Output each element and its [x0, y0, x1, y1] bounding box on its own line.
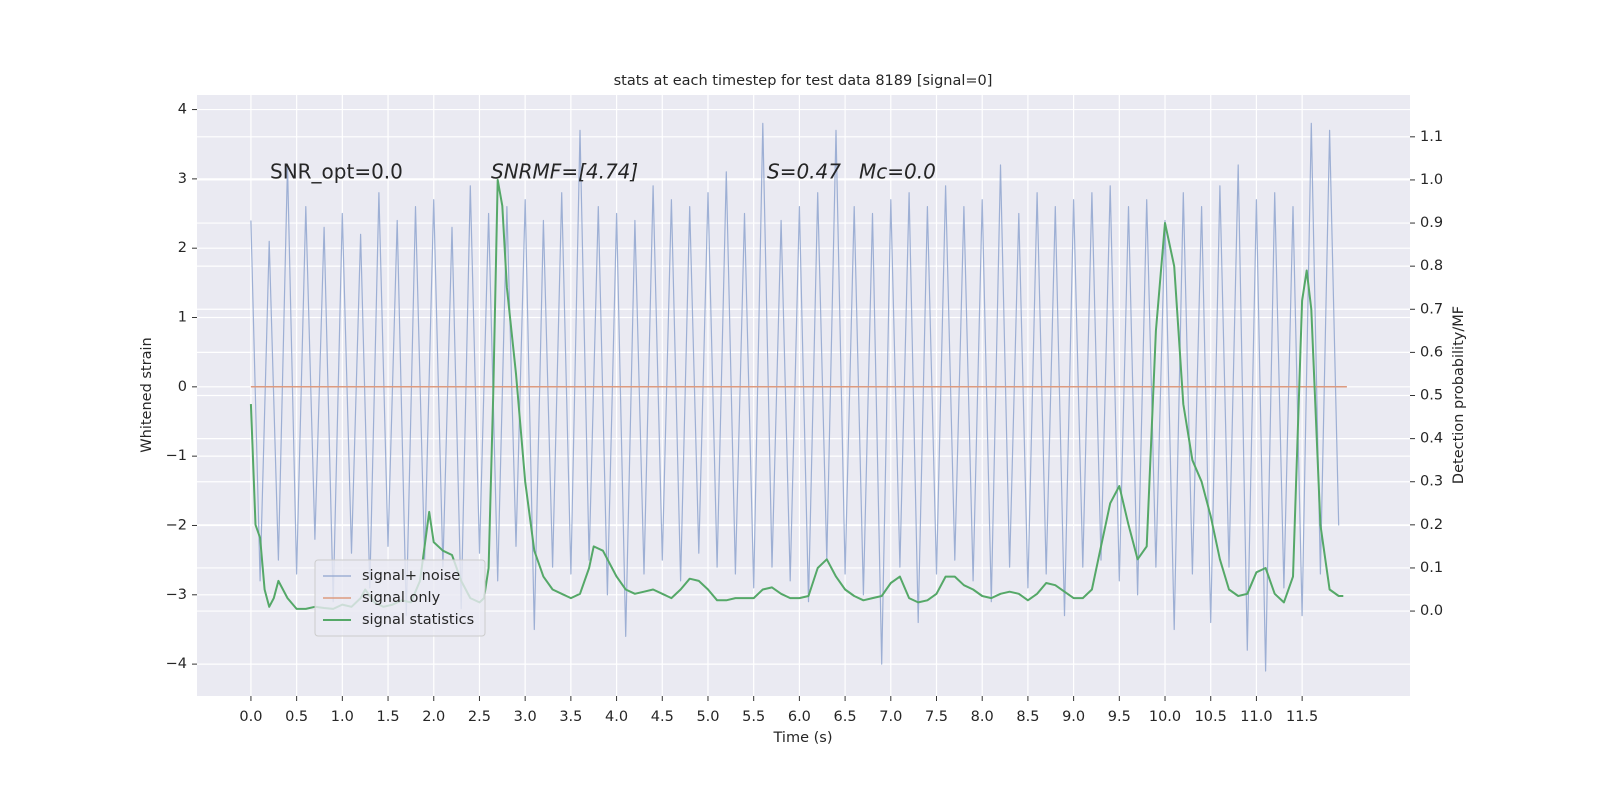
y-tick-label: −1 — [166, 448, 187, 464]
x-tick-label: 8.0 — [971, 709, 994, 725]
y2-tick-label: 1.0 — [1420, 172, 1443, 188]
x-tick-label: 5.0 — [696, 709, 719, 725]
chart-title: stats at each timestep for test data 818… — [614, 73, 993, 89]
x-tick-label: 10.0 — [1149, 709, 1181, 725]
legend-label: signal+ noise — [362, 568, 460, 584]
x-tick-label: 3.5 — [559, 709, 582, 725]
x-tick-label: 4.0 — [605, 709, 628, 725]
y2-tick-label: 0.7 — [1420, 301, 1443, 317]
y-tick-label: 3 — [178, 171, 187, 187]
y2-tick-label: 0.1 — [1420, 560, 1443, 576]
x-tick-label: 10.5 — [1195, 709, 1227, 725]
y2-axis-label: Detection probability/MF — [1451, 306, 1467, 484]
x-tick-label: 0.5 — [285, 709, 308, 725]
x-tick-label: 6.0 — [788, 709, 811, 725]
y-tick-label: −4 — [166, 656, 187, 672]
x-axis-label: Time (s) — [773, 730, 833, 746]
y-tick-label: −3 — [166, 587, 187, 603]
y-tick-label: 2 — [178, 240, 187, 256]
legend-label: signal only — [362, 590, 441, 606]
y2-tick-label: 0.8 — [1420, 258, 1443, 274]
y-tick-label: 0 — [178, 379, 187, 395]
annotation: SNR_opt=0.0 — [270, 160, 403, 184]
y2-tick-label: 0.9 — [1420, 215, 1443, 231]
x-tick-label: 8.5 — [1016, 709, 1039, 725]
y-tick-label: −2 — [166, 517, 187, 533]
x-tick-label: 9.5 — [1108, 709, 1131, 725]
y2-tick-label: 1.1 — [1420, 129, 1443, 145]
x-tick-label: 1.0 — [331, 709, 354, 725]
annotation: Mc=0.0 — [859, 160, 936, 184]
x-tick-label: 3.0 — [514, 709, 537, 725]
legend-label: signal statistics — [362, 612, 474, 628]
y2-tick-label: 0.3 — [1420, 474, 1443, 490]
y2-tick-label: 0.0 — [1420, 603, 1443, 619]
y2-tick-label: 0.5 — [1420, 388, 1443, 404]
x-tick-label: 2.5 — [468, 709, 491, 725]
y2-tick-label: 0.2 — [1420, 517, 1443, 533]
y-axis-label: Whitened strain — [139, 337, 155, 452]
x-tick-label: 6.5 — [834, 709, 857, 725]
x-tick-label: 4.5 — [651, 709, 674, 725]
x-tick-label: 5.5 — [742, 709, 765, 725]
x-tick-label: 7.5 — [925, 709, 948, 725]
x-tick-label: 7.0 — [879, 709, 902, 725]
x-tick-label: 2.0 — [422, 709, 445, 725]
y2-tick-label: 0.4 — [1420, 431, 1443, 447]
y-tick-label: 4 — [178, 102, 187, 118]
x-tick-label: 0.0 — [239, 709, 262, 725]
y-tick-label: 1 — [178, 310, 187, 326]
x-tick-label: 1.5 — [377, 709, 400, 725]
annotation: SNRMF=[4.74] — [491, 160, 638, 184]
x-tick-label: 9.0 — [1062, 709, 1085, 725]
x-tick-label: 11.0 — [1240, 709, 1272, 725]
legend-box — [314, 559, 486, 637]
x-tick-label: 11.5 — [1286, 709, 1318, 725]
y2-tick-label: 0.6 — [1420, 344, 1443, 360]
series-line — [250, 122, 1340, 672]
annotation: S=0.47 — [767, 160, 841, 184]
